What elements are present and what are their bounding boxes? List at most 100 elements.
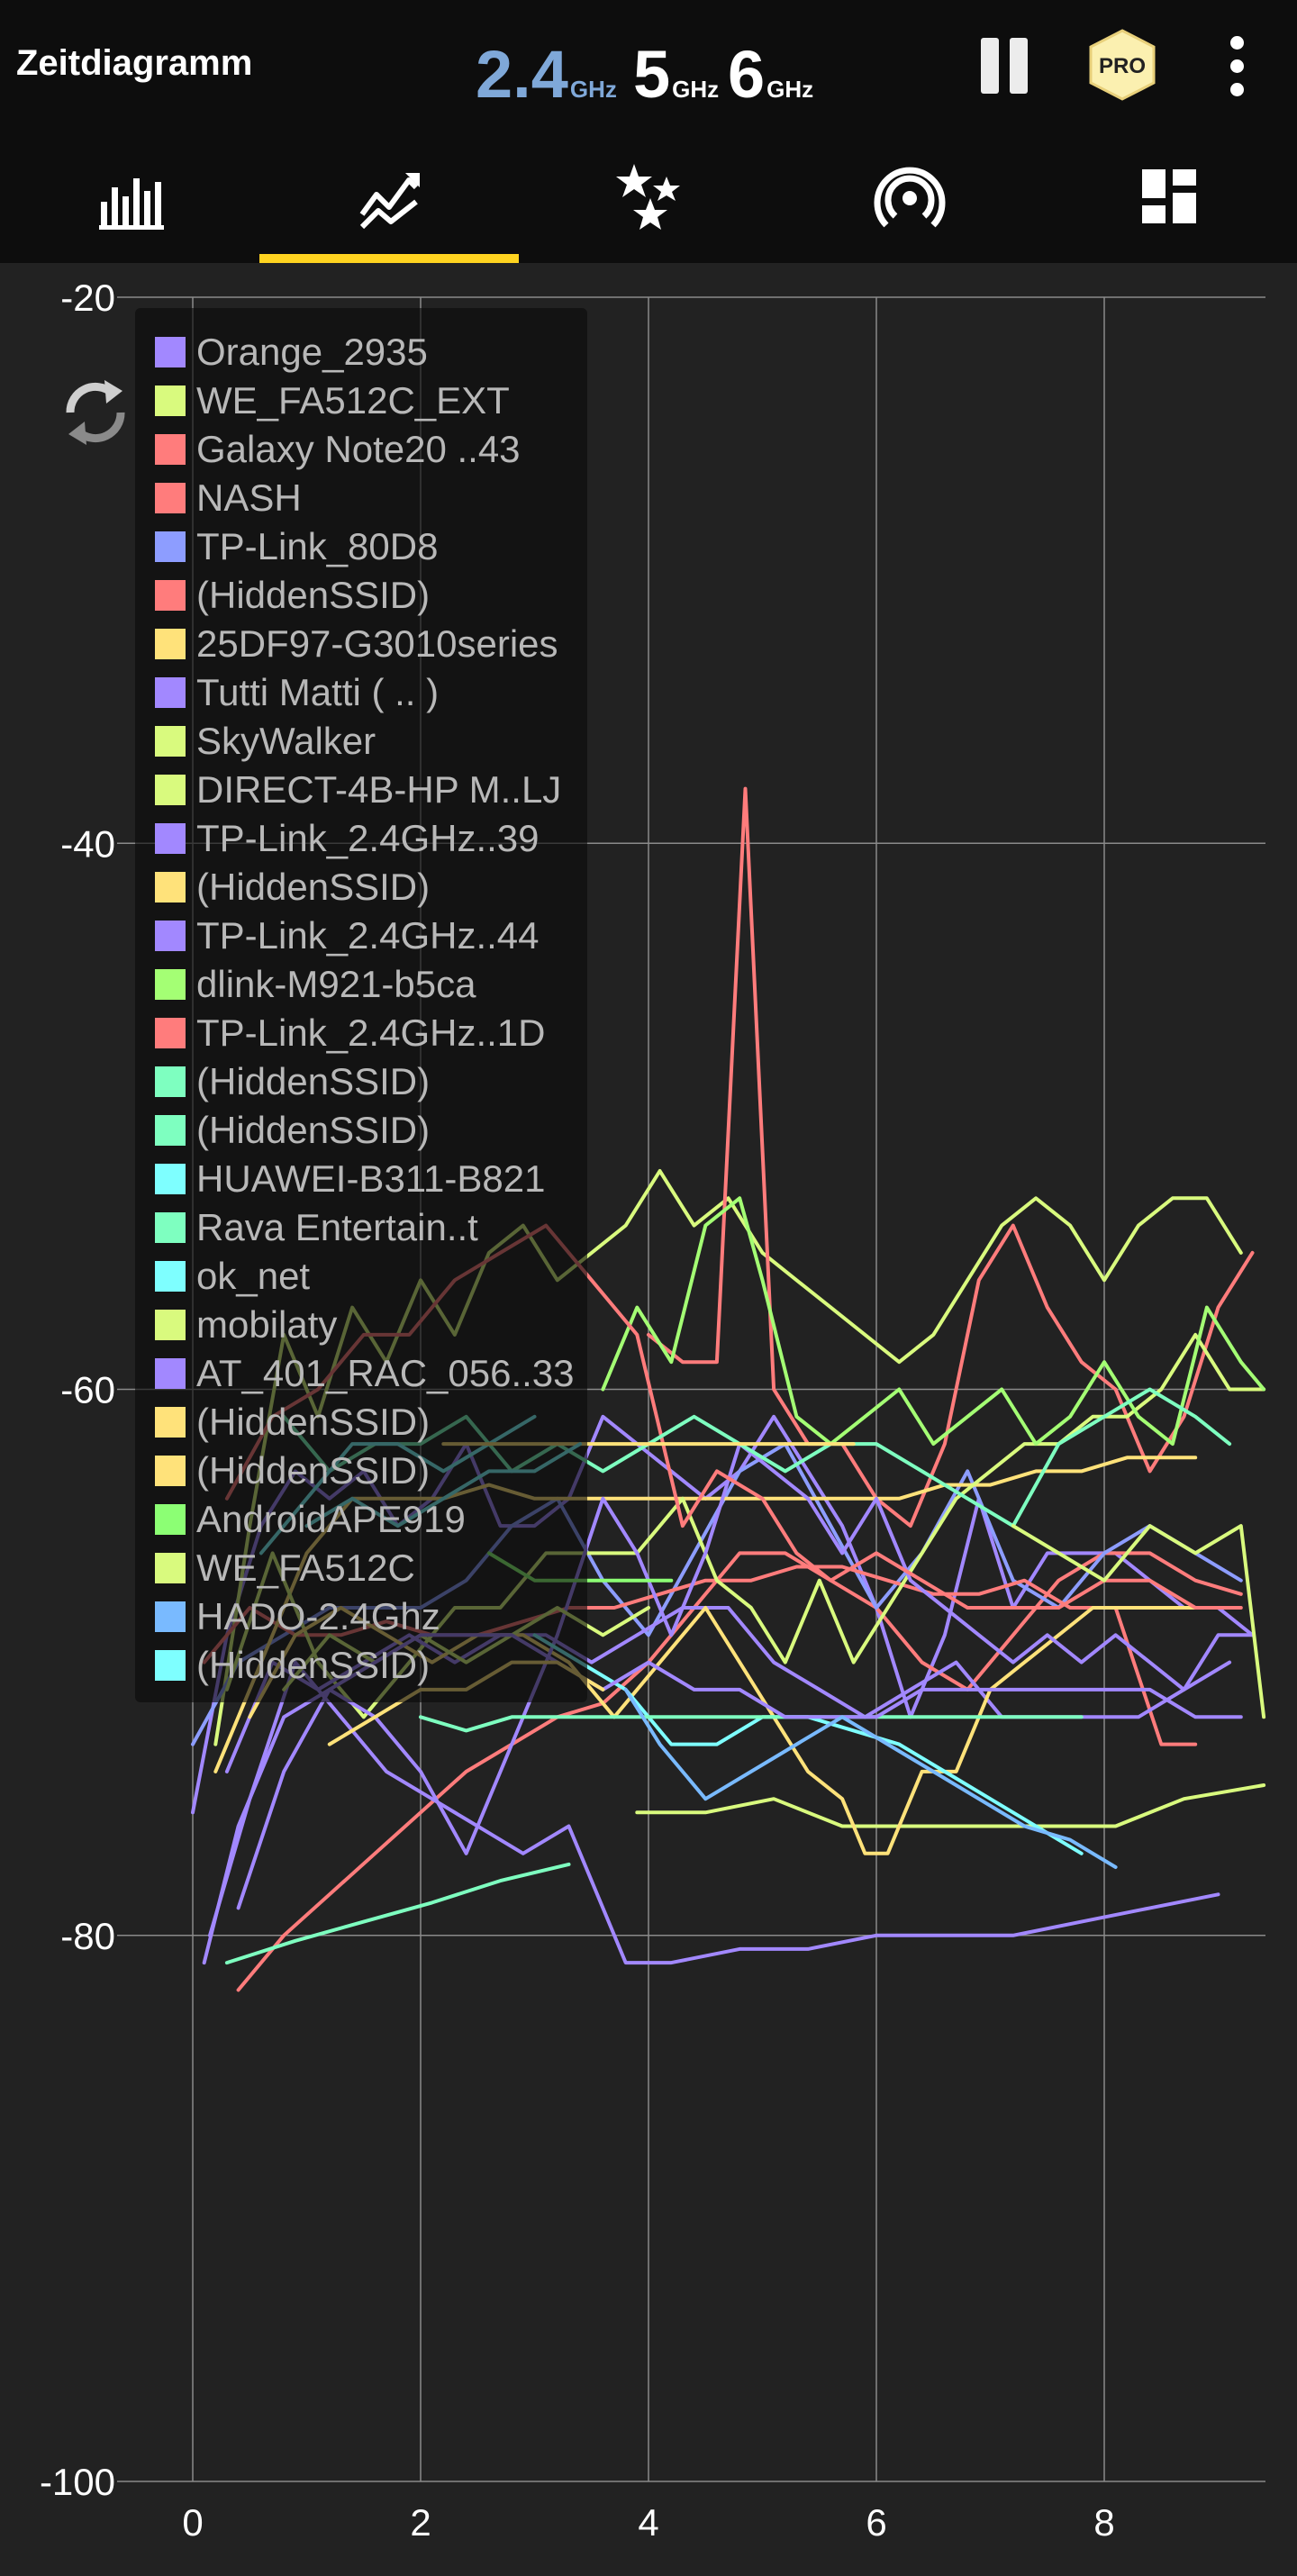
channel-rating-icon (616, 164, 680, 230)
time-graph-icon (359, 173, 420, 230)
series-line (419, 1715, 1084, 1733)
legend-entry: (HiddenSSID) (155, 571, 430, 620)
legend-entry: mobilaty (155, 1301, 337, 1349)
legend-entry: (HiddenSSID) (155, 1398, 430, 1447)
band-2-4ghz-toggle[interactable]: 2.4GHz (476, 34, 617, 115)
y-tick-label: -80 (60, 1915, 115, 1957)
legend-swatch (155, 1504, 186, 1535)
legend-swatch (155, 1310, 186, 1340)
legend-label: (HiddenSSID) (196, 1109, 431, 1151)
legend-swatch (155, 1212, 186, 1243)
legend-swatch (155, 1261, 186, 1292)
legend-label: AT_401_RAC_056..33 (196, 1352, 575, 1394)
band-value: 5 (633, 37, 671, 112)
x-tick-label: 6 (866, 2501, 886, 2544)
pro-label: PRO (1099, 54, 1146, 78)
legend-label: (HiddenSSID) (196, 574, 431, 616)
legend-label: Tutti Matti ( .. ) (196, 671, 440, 713)
x-tick-label: 4 (638, 2501, 658, 2544)
ap-list-icon (874, 167, 946, 228)
tab-dashboard[interactable] (1038, 144, 1297, 263)
legend-label: DIRECT-4B-HP M..LJ (196, 768, 562, 811)
legend-entry: DIRECT-4B-HP M..LJ (155, 766, 561, 814)
legend-swatch (155, 1650, 186, 1681)
tab-access-points[interactable] (778, 144, 1038, 263)
dashboard-icon (1142, 169, 1196, 223)
legend-swatch (155, 385, 186, 416)
legend-swatch (155, 434, 186, 465)
legend-entry: AT_401_RAC_056..33 (155, 1349, 575, 1398)
legend-label: SkyWalker (196, 720, 376, 762)
tab-time-graph[interactable] (259, 144, 519, 263)
series-line (236, 1442, 1255, 1910)
legend-label: WE_FA512C (196, 1547, 415, 1589)
legend-swatch (155, 629, 186, 659)
legend-swatch (155, 1358, 186, 1389)
y-tick-label: -20 (60, 277, 115, 319)
series-line (224, 1862, 571, 1965)
tab-bar (0, 144, 1297, 263)
legend-entry: (HiddenSSID) (155, 1106, 430, 1155)
y-tick-label: -60 (60, 1369, 115, 1411)
legend-entry: SkyWalker (155, 717, 376, 766)
series-line (635, 1783, 1266, 1828)
more-options-icon[interactable] (1221, 34, 1254, 97)
legend-entry: dlink-M921-b5ca (155, 960, 476, 1009)
screen-title: Zeitdiagramm (16, 43, 253, 83)
legend-swatch (155, 1456, 186, 1486)
legend-label: Orange_2935 (196, 331, 428, 373)
legend-label: (HiddenSSID) (196, 1449, 431, 1492)
legend-label: Rava Entertain..t (196, 1206, 478, 1248)
x-tick-label: 0 (182, 2501, 203, 2544)
band-unit: GHz (569, 76, 617, 103)
legend-entry: (HiddenSSID) (155, 1057, 430, 1106)
legend-swatch (155, 1164, 186, 1194)
chart-legend: Orange_2935 WE_FA512C_EXT Galaxy Note20 ..… (135, 308, 587, 1702)
legend-label: AndroidAPE919 (196, 1498, 466, 1540)
legend-swatch (155, 969, 186, 1000)
legend-swatch (155, 775, 186, 805)
legend-label: TP-Link_2.4GHz..44 (196, 914, 540, 957)
band-unit: GHz (672, 76, 720, 103)
legend-entry: (HiddenSSID) (155, 863, 430, 912)
tab-channel-rating[interactable] (519, 144, 778, 263)
legend-label: ok_net (196, 1255, 311, 1297)
legend-label: (HiddenSSID) (196, 866, 431, 908)
band-6ghz-toggle[interactable]: 6GHz (728, 34, 813, 115)
series-line (647, 786, 1255, 1528)
pro-hexagon-icon: PRO (1089, 29, 1156, 101)
legend-label: dlink-M921-b5ca (196, 963, 476, 1005)
legend-swatch (155, 531, 186, 562)
legend-entry: (HiddenSSID) (155, 1447, 430, 1495)
legend-swatch (155, 872, 186, 903)
legend-entry: (HiddenSSID) (155, 1641, 430, 1690)
legend-label: TP-Link_2.4GHz..1D (196, 1011, 546, 1054)
chart-axis-ticks: -20 -40 -60 -80 -100 0 2 4 6 8 (40, 277, 1115, 2544)
series-line (623, 1687, 1118, 1869)
legend-label: NASH (196, 476, 302, 519)
band-unit: GHz (766, 76, 814, 103)
band-5ghz-toggle[interactable]: 5GHz (633, 34, 719, 115)
legend-swatch (155, 921, 186, 951)
legend-entry: WE_FA512C_EXT (155, 376, 510, 425)
legend-entry: TP-Link_2.4GHz..39 (155, 814, 540, 863)
legend-entry: TP-Link_2.4GHz..1D (155, 1009, 545, 1057)
pro-badge[interactable]: PRO (1085, 27, 1159, 103)
series-line (236, 1551, 1243, 1992)
legend-swatch (155, 823, 186, 854)
band-value: 6 (728, 37, 766, 112)
legend-entry: ok_net (155, 1252, 310, 1301)
legend-entry: Tutti Matti ( .. ) (155, 668, 439, 717)
tab-channel-graph[interactable] (0, 144, 259, 263)
legend-label: HUAWEI-B311-B821 (196, 1157, 546, 1200)
legend-label: 25DF97-G3010series (196, 622, 558, 665)
legend-label: (HiddenSSID) (196, 1644, 431, 1686)
channel-graph-icon (99, 178, 164, 230)
legend-label: mobilaty (196, 1303, 338, 1346)
legend-swatch (155, 1407, 186, 1438)
legend-swatch (155, 1066, 186, 1097)
legend-entry: HADO-2.4Ghz (155, 1592, 440, 1641)
pause-icon[interactable] (977, 38, 1033, 94)
refresh-icon[interactable] (54, 371, 137, 454)
legend-swatch (155, 337, 186, 367)
